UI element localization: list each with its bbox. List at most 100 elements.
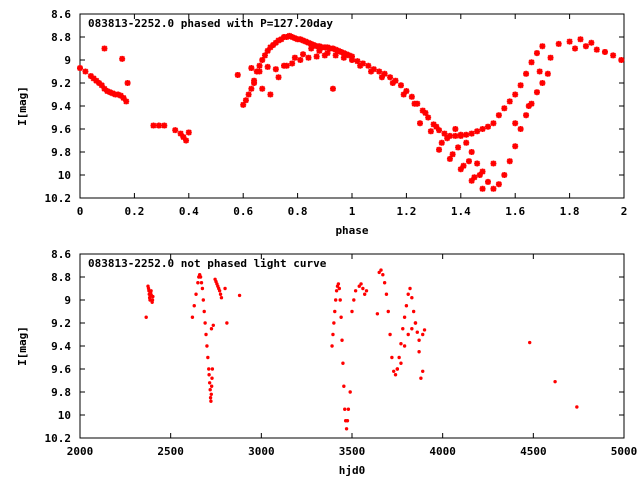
data-point [115,91,122,98]
data-point [547,54,554,61]
data-point [302,38,309,45]
y-tick-label: 8.6 [51,248,71,261]
data-point [333,309,337,314]
data-point [90,75,97,82]
data-point [460,162,467,169]
data-point [297,57,304,63]
data-point [308,40,315,47]
data-point [463,139,470,146]
data-point [87,73,94,80]
data-point [517,126,524,132]
data-point [436,146,443,153]
data-point [338,298,342,302]
data-point [495,112,502,119]
data-point [419,107,426,114]
data-point [334,289,339,293]
y-tick-label: 8.6 [51,8,71,21]
data-point [506,98,513,105]
data-point [332,52,339,59]
data-point [106,89,113,96]
data-point [490,160,497,167]
data-point [155,122,162,129]
data-point [98,82,105,89]
data-point [410,327,414,331]
data-point [180,134,187,141]
data-point [144,315,148,319]
data-point [479,126,486,132]
data-point [207,367,211,371]
data-point [225,321,229,325]
data-point [204,332,208,337]
data-point [346,407,351,411]
x-tick-label: 1.4 [451,205,471,218]
data-point [452,126,459,132]
data-point [201,298,206,302]
data-point [345,419,350,423]
x-tick-label: 4500 [520,445,547,458]
data-point [485,123,491,130]
data-point [198,275,203,279]
data-point [316,47,323,54]
data-point [272,66,279,73]
x-tick-label: 0.8 [288,205,308,218]
data-point [199,281,204,285]
data-point [404,304,409,308]
data-point [211,323,215,327]
data-point [402,315,407,319]
data-point [411,309,416,314]
data-point [474,160,481,167]
data-point [364,289,369,293]
data-point [256,68,263,75]
data-point [300,37,307,44]
chart1-ticks: 2000 2500 3000 3500 4000 4500 5000 8.6 8.8 9 9.2 9.… [45,248,638,458]
data-point [430,121,437,128]
data-point [376,68,383,75]
data-point [316,43,323,50]
data-point [359,282,363,286]
data-point [223,286,227,291]
x-tick-label: 0.4 [179,205,199,218]
data-point [361,286,365,291]
data-point [566,38,573,45]
data-point [362,292,367,296]
data-point [248,65,255,72]
data-point [289,34,296,40]
data-point [96,80,103,86]
data-point [438,139,445,146]
data-point [313,53,320,60]
data-point [349,53,355,60]
data-point [357,284,361,288]
data-point [272,39,279,46]
y-tick-label: 9.8 [51,146,71,159]
data-point [350,309,354,314]
y-tick-label: 10.2 [45,432,72,445]
y-tick-label: 9 [64,294,71,307]
data-point [248,85,255,92]
data-point [457,131,464,138]
y-tick-label: 9.2 [51,77,71,90]
data-point [340,338,344,342]
data-point [305,54,312,61]
data-point [523,112,530,119]
data-point [392,369,396,373]
data-point [402,344,407,348]
data-point [101,85,108,92]
data-point [417,338,421,342]
data-point [336,282,341,286]
data-point [209,392,213,396]
data-point [399,342,403,346]
data-point [256,62,263,69]
data-point [305,39,312,46]
data-point [196,281,200,285]
data-point [457,166,464,173]
data-point [555,40,562,47]
data-point [251,80,258,86]
x-tick-label: 2500 [157,445,184,458]
data-point [572,45,579,52]
data-point [389,80,396,86]
data-point [495,181,502,188]
data-point [308,45,315,52]
data-point [468,177,475,184]
x-tick-label: 2000 [67,445,94,458]
data-point [278,36,285,43]
